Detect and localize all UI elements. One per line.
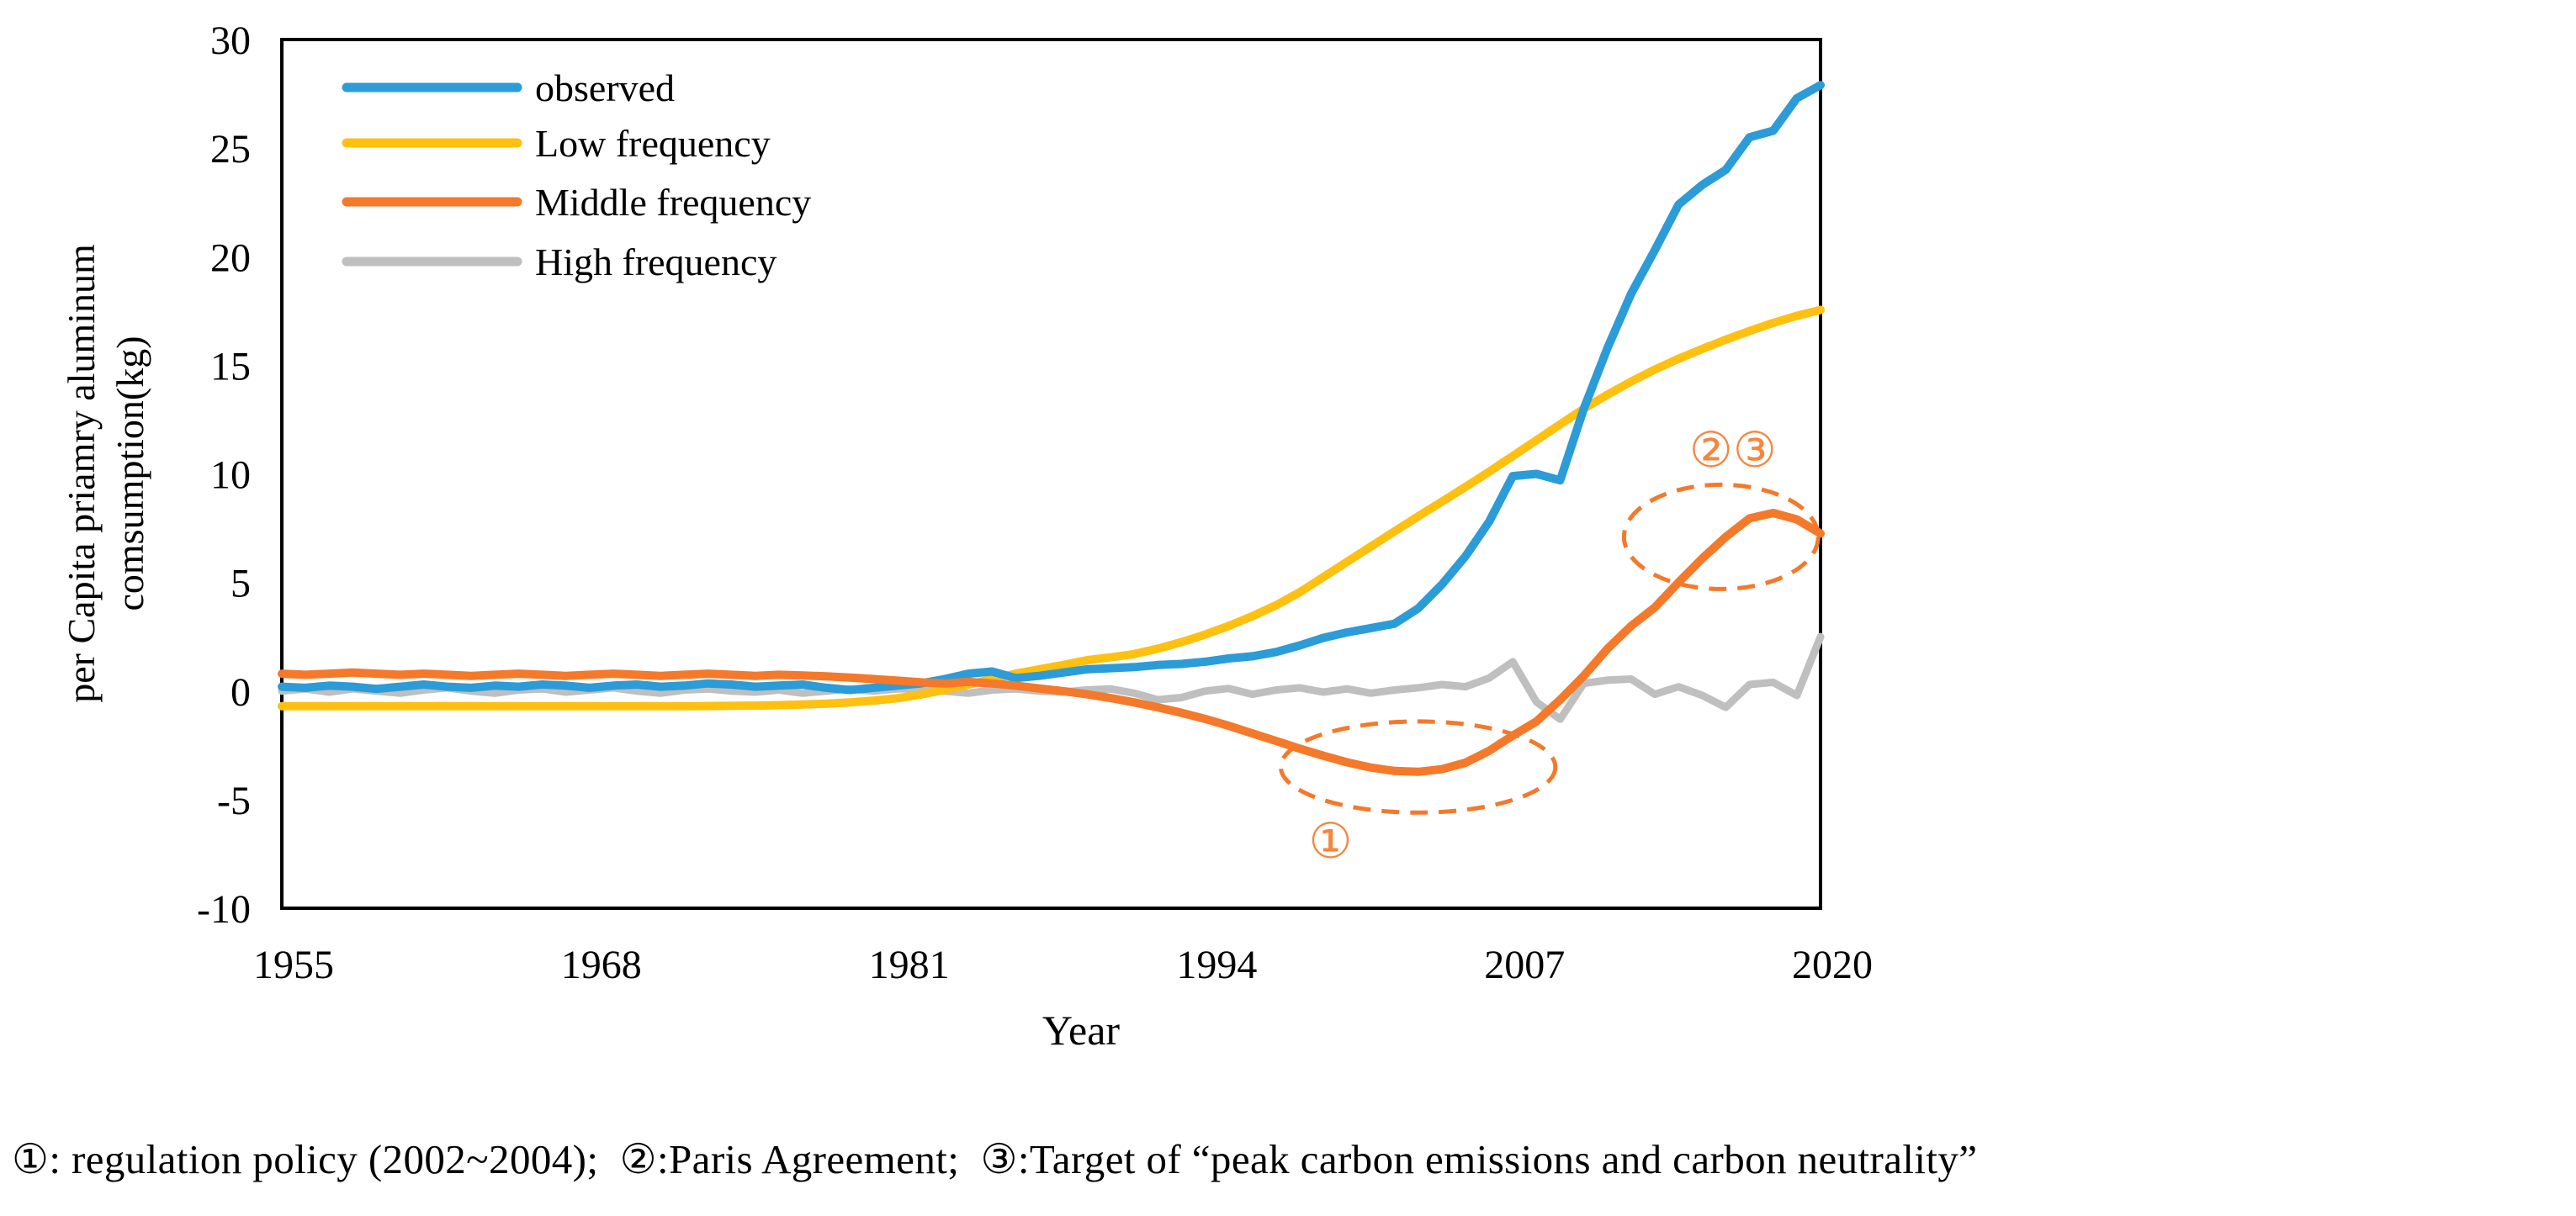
- x-axis-tick-labels: 1955 1968 1981 1994 2007 2020: [253, 943, 1873, 987]
- y-tick-10: 10: [210, 453, 251, 498]
- legend-item-high-frequency: High frequency: [342, 241, 777, 283]
- legend-label-high-frequency: High frequency: [535, 241, 777, 283]
- y-tick-30: 30: [210, 19, 251, 63]
- legend-label-observed: observed: [535, 66, 675, 109]
- y-tick--10: -10: [197, 887, 251, 932]
- x-tick-2020: 2020: [1792, 943, 1873, 987]
- plot-box: [280, 38, 1822, 910]
- x-tick-1994: 1994: [1176, 943, 1257, 987]
- y-tick-0: 0: [231, 670, 251, 715]
- y-tick-5: 5: [231, 562, 251, 606]
- x-tick-1981: 1981: [869, 943, 950, 987]
- legend-item-low-frequency: Low frequency: [342, 122, 771, 165]
- annotation-label-dip: ①: [1309, 812, 1353, 870]
- observed-line: [278, 81, 1825, 695]
- y-tick-25: 25: [210, 127, 251, 172]
- y-axis-title-line1: per Capita priamry aluminum: [60, 244, 103, 703]
- data-series-lines: [278, 81, 1825, 776]
- y-tick-15: 15: [210, 344, 251, 389]
- legend-label-low-frequency: Low frequency: [535, 122, 771, 165]
- annotation-ellipse-dip: [1278, 719, 1558, 815]
- y-axis-title-line2: comsumption(kg): [109, 336, 151, 611]
- annotation-ellipses: ① ②③: [1278, 421, 1821, 870]
- legend-item-middle-frequency: Middle frequency: [342, 181, 811, 224]
- x-tick-1968: 1968: [561, 943, 642, 987]
- legend: observed Low frequency Middle frequency …: [342, 66, 811, 283]
- x-tick-1955: 1955: [253, 943, 334, 987]
- low-frequency-line: [278, 305, 1825, 711]
- y-tick--5: -5: [217, 779, 251, 823]
- middle-frequency-line: [278, 509, 1825, 776]
- legend-label-middle-frequency: Middle frequency: [535, 181, 811, 224]
- annotation-label-peak: ②③: [1689, 421, 1777, 478]
- y-tick-20: 20: [210, 235, 251, 280]
- x-axis-title: Year: [1042, 1007, 1120, 1054]
- annotation-ellipse-peak: [1621, 482, 1821, 591]
- legend-item-observed: observed: [342, 66, 675, 109]
- y-axis-tick-labels: 30 25 20 15 10 5 0 -5 -10: [197, 19, 251, 932]
- x-tick-2007: 2007: [1484, 943, 1565, 987]
- figure-caption: ①: regulation policy (2002~2004); ②:Pari…: [12, 1136, 1978, 1182]
